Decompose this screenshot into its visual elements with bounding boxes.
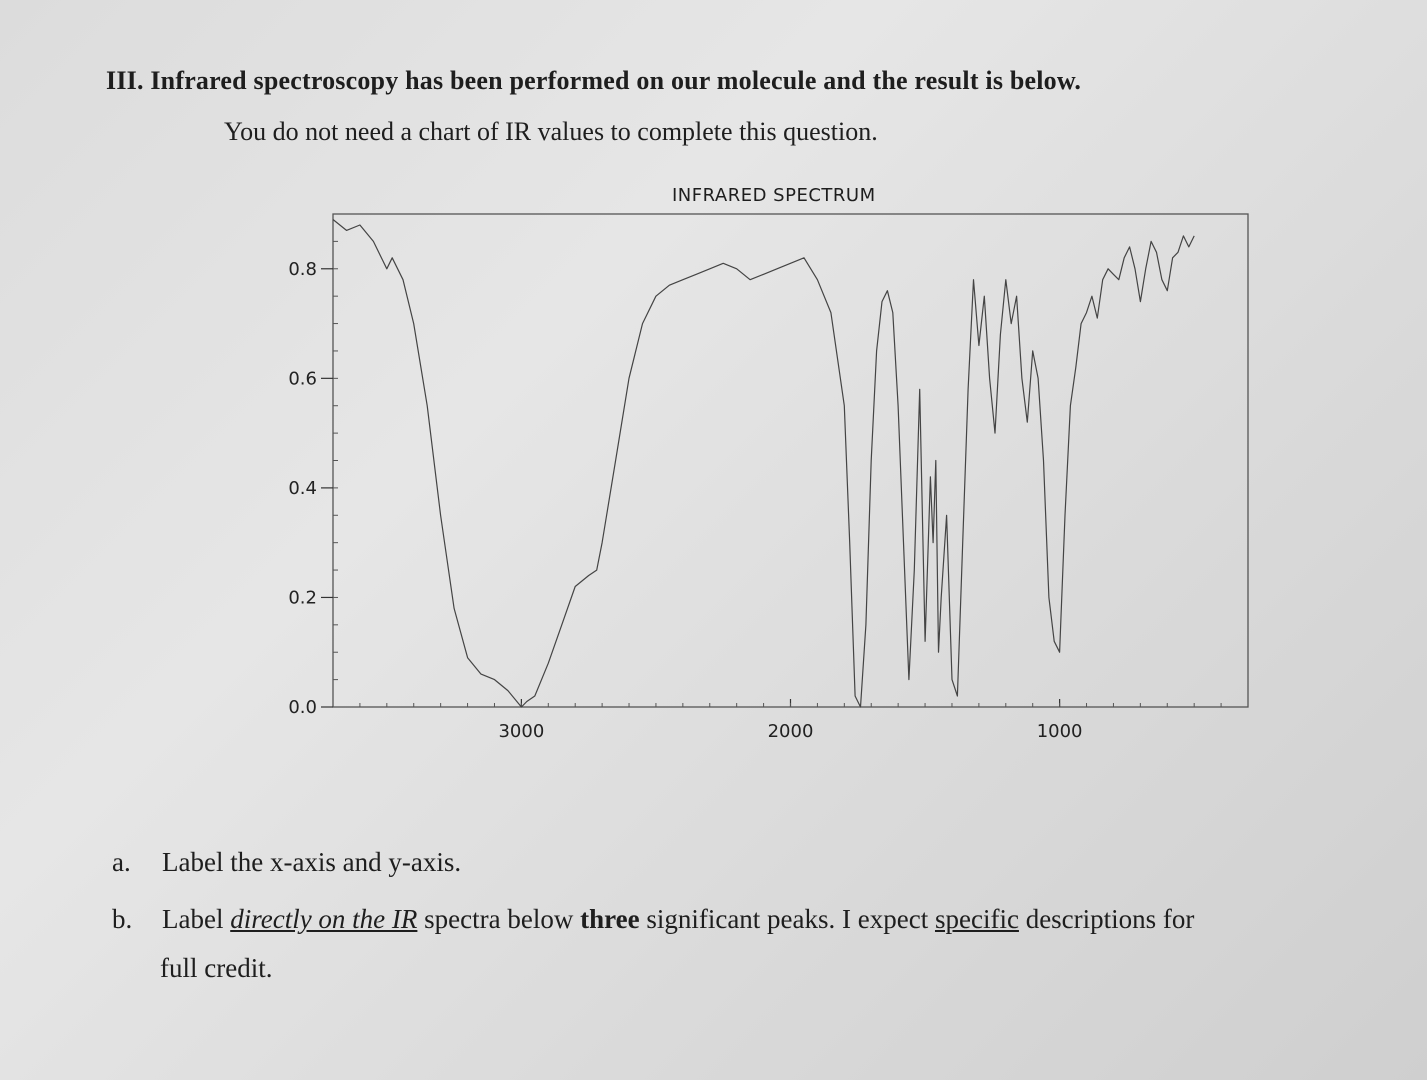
x-tick-label: 2000 xyxy=(768,721,814,742)
y-tick-label: 0.2 xyxy=(288,587,317,608)
instruction-b-emphasis-specific: specific xyxy=(934,904,1019,934)
instruction-b-text-3: spectra below xyxy=(417,904,581,934)
instruction-b: b. Label directly on the IR spectra below… xyxy=(112,904,1194,935)
instruction-a-marker: a. xyxy=(112,847,131,877)
plot-border xyxy=(332,213,1249,708)
instruction-b-text-5: significant peaks. I expect xyxy=(639,904,935,934)
chart-frame xyxy=(332,213,1249,708)
x-tick-label: 3000 xyxy=(498,721,544,742)
instruction-b-emphasis-three: three xyxy=(580,904,640,934)
instruction-b-text-7: descriptions for xyxy=(1018,904,1195,934)
y-tick-label: 0.0 xyxy=(288,697,317,718)
question-subtext: You do not need a chart of IR values to … xyxy=(224,117,878,146)
y-tick-label: 0.4 xyxy=(288,478,317,499)
spectrum-line xyxy=(332,219,1195,708)
instruction-b-continuation: full credit. xyxy=(160,953,273,983)
x-tick-label: 1000 xyxy=(1037,721,1083,742)
instruction-b-marker: b. xyxy=(112,904,133,934)
spectrum-series xyxy=(332,219,1195,708)
instruction-a-text: Label the x-axis and y-axis. xyxy=(162,847,462,877)
y-tick-label: 0.6 xyxy=(288,368,317,389)
instruction-a: a. Label the x-axis and y-axis. xyxy=(112,847,461,878)
question-heading: III. Infrared spectroscopy has been perf… xyxy=(106,66,1082,95)
instruction-b-emphasis-directly: directly on the IR xyxy=(230,904,418,934)
y-tick-label: 0.8 xyxy=(288,259,317,280)
instruction-b-text-1: Label xyxy=(162,904,231,934)
chart-title: INFRARED SPECTRUM xyxy=(672,185,876,206)
chart-ticks: 0.0 0.2 0.4 0.6 0.8 3000 2000 1000 xyxy=(288,240,1222,742)
